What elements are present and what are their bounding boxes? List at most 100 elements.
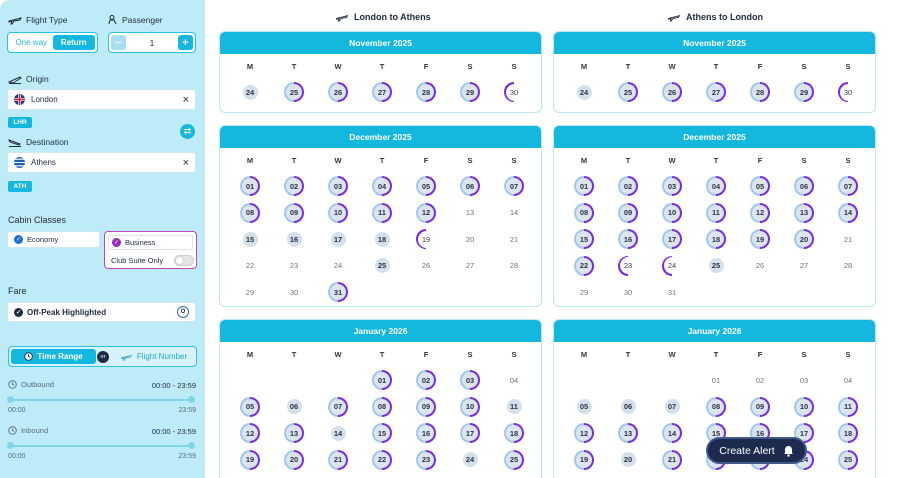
calendar-day[interactable]: 18 (374, 231, 390, 247)
calendar-day[interactable]: 02 (416, 370, 436, 390)
calendar-day[interactable]: 30 (504, 82, 524, 102)
calendar-day[interactable]: 15 (372, 423, 392, 443)
calendar-day[interactable]: 03 (460, 370, 480, 390)
calendar-day[interactable]: 05 (416, 176, 436, 196)
calendar-day[interactable]: 04 (372, 176, 392, 196)
calendar-day[interactable]: 18 (706, 229, 726, 249)
calendar-day[interactable]: 27 (372, 82, 392, 102)
calendar-day[interactable]: 18 (504, 423, 524, 443)
flight-number-tab[interactable]: Flight Number (113, 349, 194, 364)
calendar-day[interactable]: 26 (662, 82, 682, 102)
calendar-day[interactable]: 04 (706, 176, 726, 196)
calendar-day[interactable]: 25 (838, 449, 858, 470)
calendar-day[interactable]: 07 (838, 176, 858, 196)
calendar-day[interactable]: 25 (708, 258, 724, 273)
calendar-day[interactable]: 01 (240, 176, 260, 196)
destination-clear-icon[interactable]: × (182, 156, 189, 169)
swap-icon[interactable]: ⇄ (180, 124, 195, 139)
origin-field[interactable]: London × (7, 89, 196, 110)
calendar-day[interactable]: 23 (416, 449, 436, 470)
calendar-day[interactable]: 25 (284, 82, 304, 102)
time-range-tab[interactable]: Time Range (11, 349, 96, 364)
calendar-day[interactable]: 03 (328, 176, 348, 196)
flight-type-toggle[interactable]: One way Return (7, 32, 98, 53)
calendar-day[interactable]: 05 (576, 399, 592, 414)
calendar-day[interactable]: 19 (750, 229, 770, 249)
calendar-day[interactable]: 13 (618, 423, 638, 443)
calendar-day[interactable]: 07 (664, 399, 680, 414)
calendar-day[interactable]: 09 (284, 202, 304, 223)
calendar-day[interactable]: 03 (662, 176, 682, 196)
calendar-day[interactable]: 06 (460, 176, 480, 196)
calendar-day[interactable]: 08 (706, 396, 726, 417)
calendar-day[interactable]: 11 (706, 202, 726, 223)
calendar-day[interactable]: 27 (706, 82, 726, 102)
calendar-day[interactable]: 08 (574, 202, 594, 223)
calendar-day[interactable]: 12 (240, 423, 260, 443)
calendar-day[interactable]: 22 (574, 255, 594, 276)
calendar-day[interactable]: 24 (242, 84, 258, 100)
plus-button[interactable]: + (177, 35, 193, 50)
calendar-day[interactable]: 06 (286, 399, 302, 414)
calendar-day[interactable]: 17 (662, 229, 682, 249)
calendar-day[interactable]: 25 (618, 82, 638, 102)
calendar-day[interactable]: 21 (328, 449, 348, 470)
calendar-day[interactable]: 07 (504, 176, 524, 196)
calendar-day[interactable]: 14 (662, 423, 682, 443)
calendar-day[interactable]: 24 (576, 84, 592, 100)
fare-field[interactable]: ✓ Off-Peak Highlighted O (7, 302, 196, 322)
calendar-day[interactable]: 29 (794, 82, 814, 102)
calendar-day[interactable]: 06 (620, 399, 636, 414)
calendar-day[interactable]: 10 (794, 396, 814, 417)
calendar-day[interactable]: 10 (328, 202, 348, 223)
outbound-slider[interactable] (7, 396, 195, 403)
calendar-day[interactable]: 02 (618, 176, 638, 196)
inbound-slider[interactable] (7, 442, 195, 449)
calendar-day[interactable]: 23 (618, 255, 638, 276)
calendar-day[interactable]: 13 (284, 423, 304, 443)
calendar-day[interactable]: 16 (618, 229, 638, 249)
calendar-day[interactable]: 14 (330, 425, 346, 441)
calendar-day[interactable]: 25 (374, 258, 390, 273)
calendar-day[interactable]: 22 (372, 449, 392, 470)
calendar-day[interactable]: 19 (416, 229, 436, 249)
club-suite-toggle[interactable] (174, 255, 194, 266)
calendar-day[interactable]: 08 (372, 396, 392, 417)
business-option[interactable]: ✓ Business (108, 235, 193, 250)
calendar-day[interactable]: 06 (794, 176, 814, 196)
calendar-day[interactable]: 01 (574, 176, 594, 196)
calendar-day[interactable]: 24 (462, 452, 478, 467)
calendar-day[interactable]: 30 (838, 82, 858, 102)
calendar-day[interactable]: 28 (750, 82, 770, 102)
economy-option[interactable]: ✓ Economy (7, 231, 100, 248)
calendar-day[interactable]: 11 (372, 202, 392, 223)
calendar-day[interactable]: 09 (416, 396, 436, 417)
calendar-day[interactable]: 16 (286, 231, 302, 247)
calendar-day[interactable]: 12 (574, 423, 594, 443)
calendar-day[interactable]: 05 (240, 396, 260, 417)
minus-button[interactable]: − (111, 35, 126, 50)
calendar-day[interactable]: 29 (460, 82, 480, 102)
calendar-day[interactable]: 16 (416, 423, 436, 443)
calendar-day[interactable]: 26 (328, 82, 348, 102)
calendar-day[interactable]: 08 (240, 202, 260, 223)
one-way-option[interactable]: One way (15, 38, 48, 47)
calendar-day[interactable]: 17 (460, 423, 480, 443)
calendar-day[interactable]: 17 (330, 231, 346, 247)
create-alert-button[interactable]: Create Alert (706, 437, 807, 464)
return-option[interactable]: Return (52, 35, 95, 50)
calendar-day[interactable]: 24 (662, 255, 682, 276)
calendar-day[interactable]: 19 (574, 449, 594, 470)
calendar-day[interactable]: 28 (416, 82, 436, 102)
calendar-day[interactable]: 25 (504, 449, 524, 470)
calendar-day[interactable]: 10 (662, 202, 682, 223)
calendar-day[interactable]: 31 (328, 282, 348, 302)
calendar-day[interactable]: 09 (618, 202, 638, 223)
calendar-day[interactable]: 20 (620, 452, 636, 467)
calendar-day[interactable]: 15 (574, 229, 594, 249)
fare-info-badge[interactable]: O (177, 306, 189, 318)
calendar-day[interactable]: 12 (750, 202, 770, 223)
calendar-day[interactable]: 14 (838, 202, 858, 223)
calendar-day[interactable]: 05 (750, 176, 770, 196)
calendar-day[interactable]: 02 (284, 176, 304, 196)
